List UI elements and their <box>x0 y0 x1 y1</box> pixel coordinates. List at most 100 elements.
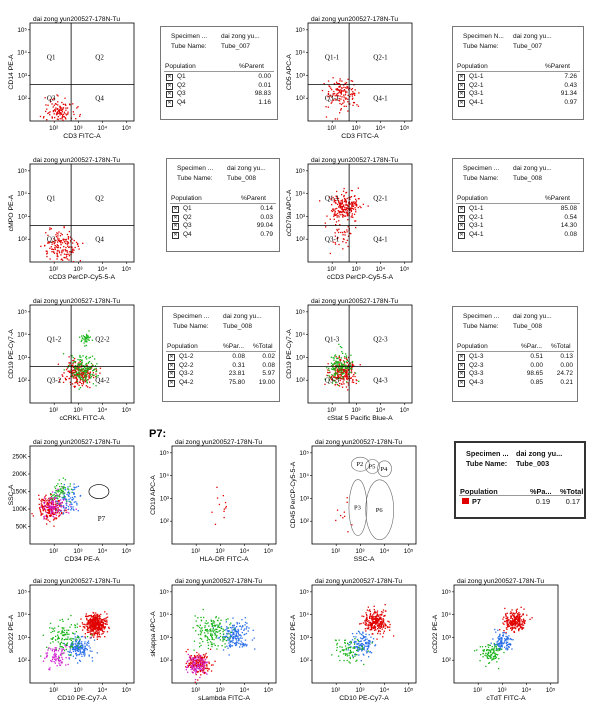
data-point <box>61 650 63 652</box>
data-point <box>46 654 48 656</box>
population-checkbox[interactable]: ✕ <box>166 99 173 107</box>
data-point <box>350 233 352 235</box>
data-point <box>61 101 63 104</box>
gate-p3[interactable] <box>348 479 368 536</box>
population-checkbox[interactable]: ✕ <box>172 231 179 239</box>
data-point <box>499 635 501 637</box>
population-checkbox[interactable]: ✕ <box>166 82 173 90</box>
data-point <box>67 650 69 653</box>
population-color-swatch[interactable] <box>462 498 469 504</box>
population-checkbox[interactable]: ✕ <box>458 362 465 370</box>
data-point <box>71 645 73 647</box>
x-axis-label: cTdT FITC-A <box>486 695 526 702</box>
population-checkbox[interactable]: ✕ <box>458 371 465 378</box>
population-checkbox[interactable]: ✕ <box>172 223 179 230</box>
data-point <box>95 632 97 635</box>
data-point <box>54 658 56 660</box>
data-point <box>72 369 74 372</box>
population-checkbox[interactable]: ✕ <box>168 371 175 378</box>
population-checkbox[interactable]: ✕ <box>458 354 465 361</box>
data-point <box>332 94 334 96</box>
data-point <box>334 384 336 386</box>
population-checkbox[interactable]: ✕ <box>458 99 465 107</box>
data-point <box>89 386 91 389</box>
data-point <box>335 377 337 379</box>
data-point <box>350 651 353 653</box>
population-checkbox[interactable]: ✕ <box>458 223 465 230</box>
population-checkbox[interactable]: ✕ <box>458 206 465 213</box>
data-point <box>233 633 235 635</box>
data-point <box>55 653 57 655</box>
population-checkbox[interactable]: ✕ <box>458 231 465 239</box>
data-point <box>46 252 48 254</box>
gate-p7[interactable] <box>88 484 110 499</box>
data-point <box>521 626 523 628</box>
data-point <box>100 628 102 630</box>
population-checkbox[interactable]: ✕ <box>166 74 173 81</box>
gate-p6[interactable] <box>365 479 395 541</box>
data-point <box>329 94 331 96</box>
data-point <box>31 513 33 515</box>
data-point <box>87 361 90 364</box>
data-point <box>49 514 51 517</box>
population-checkbox[interactable]: ✕ <box>168 379 175 387</box>
data-point <box>84 647 87 650</box>
data-point <box>340 378 342 380</box>
column-header: Population <box>457 195 488 202</box>
data-point <box>512 626 514 629</box>
population-checkbox[interactable]: ✕ <box>458 214 465 222</box>
data-point <box>88 375 90 377</box>
data-point <box>223 629 225 631</box>
data-point <box>62 493 64 495</box>
data-point <box>346 239 348 241</box>
data-point <box>348 652 350 654</box>
data-point <box>344 206 346 209</box>
population-checkbox[interactable]: ✕ <box>168 362 175 370</box>
data-point <box>60 499 62 501</box>
data-point <box>86 617 88 619</box>
gate-p5[interactable] <box>365 459 380 474</box>
population-checkbox[interactable]: ✕ <box>458 74 465 81</box>
y-tick-label: 10⁵ <box>295 168 305 175</box>
gate-p2[interactable] <box>351 456 370 472</box>
data-point <box>65 122 66 123</box>
data-point <box>77 373 79 375</box>
data-point <box>335 221 338 223</box>
data-point <box>96 615 98 618</box>
data-point <box>340 367 342 369</box>
data-point <box>377 632 379 635</box>
data-point <box>89 371 91 373</box>
data-point <box>340 358 342 361</box>
data-point <box>213 631 215 633</box>
data-point <box>371 627 373 629</box>
data-point <box>349 366 351 369</box>
population-checkbox[interactable]: ✕ <box>172 206 179 213</box>
data-point <box>487 654 489 657</box>
data-point <box>196 658 198 660</box>
population-checkbox[interactable]: ✕ <box>458 91 465 98</box>
data-point <box>347 373 349 376</box>
data-point <box>199 626 201 629</box>
data-point <box>361 643 363 645</box>
data-point <box>57 489 60 491</box>
population-checkbox[interactable]: ✕ <box>166 91 173 98</box>
data-point <box>347 204 349 206</box>
data-point <box>57 245 59 247</box>
data-point <box>90 376 93 378</box>
population-checkbox[interactable]: ✕ <box>458 379 465 387</box>
data-point <box>72 498 75 500</box>
data-point <box>79 652 81 654</box>
gate-p4[interactable] <box>377 460 392 478</box>
data-point <box>342 201 344 203</box>
data-point <box>89 625 92 628</box>
population-checkbox[interactable]: ✕ <box>458 82 465 90</box>
population-checkbox[interactable]: ✕ <box>172 214 179 222</box>
data-point <box>76 626 78 628</box>
population-checkbox[interactable]: ✕ <box>168 354 175 361</box>
data-point <box>55 512 57 514</box>
data-point <box>199 663 202 665</box>
data-point <box>67 618 69 620</box>
population-value: 0.00 <box>560 361 573 369</box>
data-point <box>506 619 508 621</box>
tube-name-value: Tube_008 <box>513 175 543 182</box>
